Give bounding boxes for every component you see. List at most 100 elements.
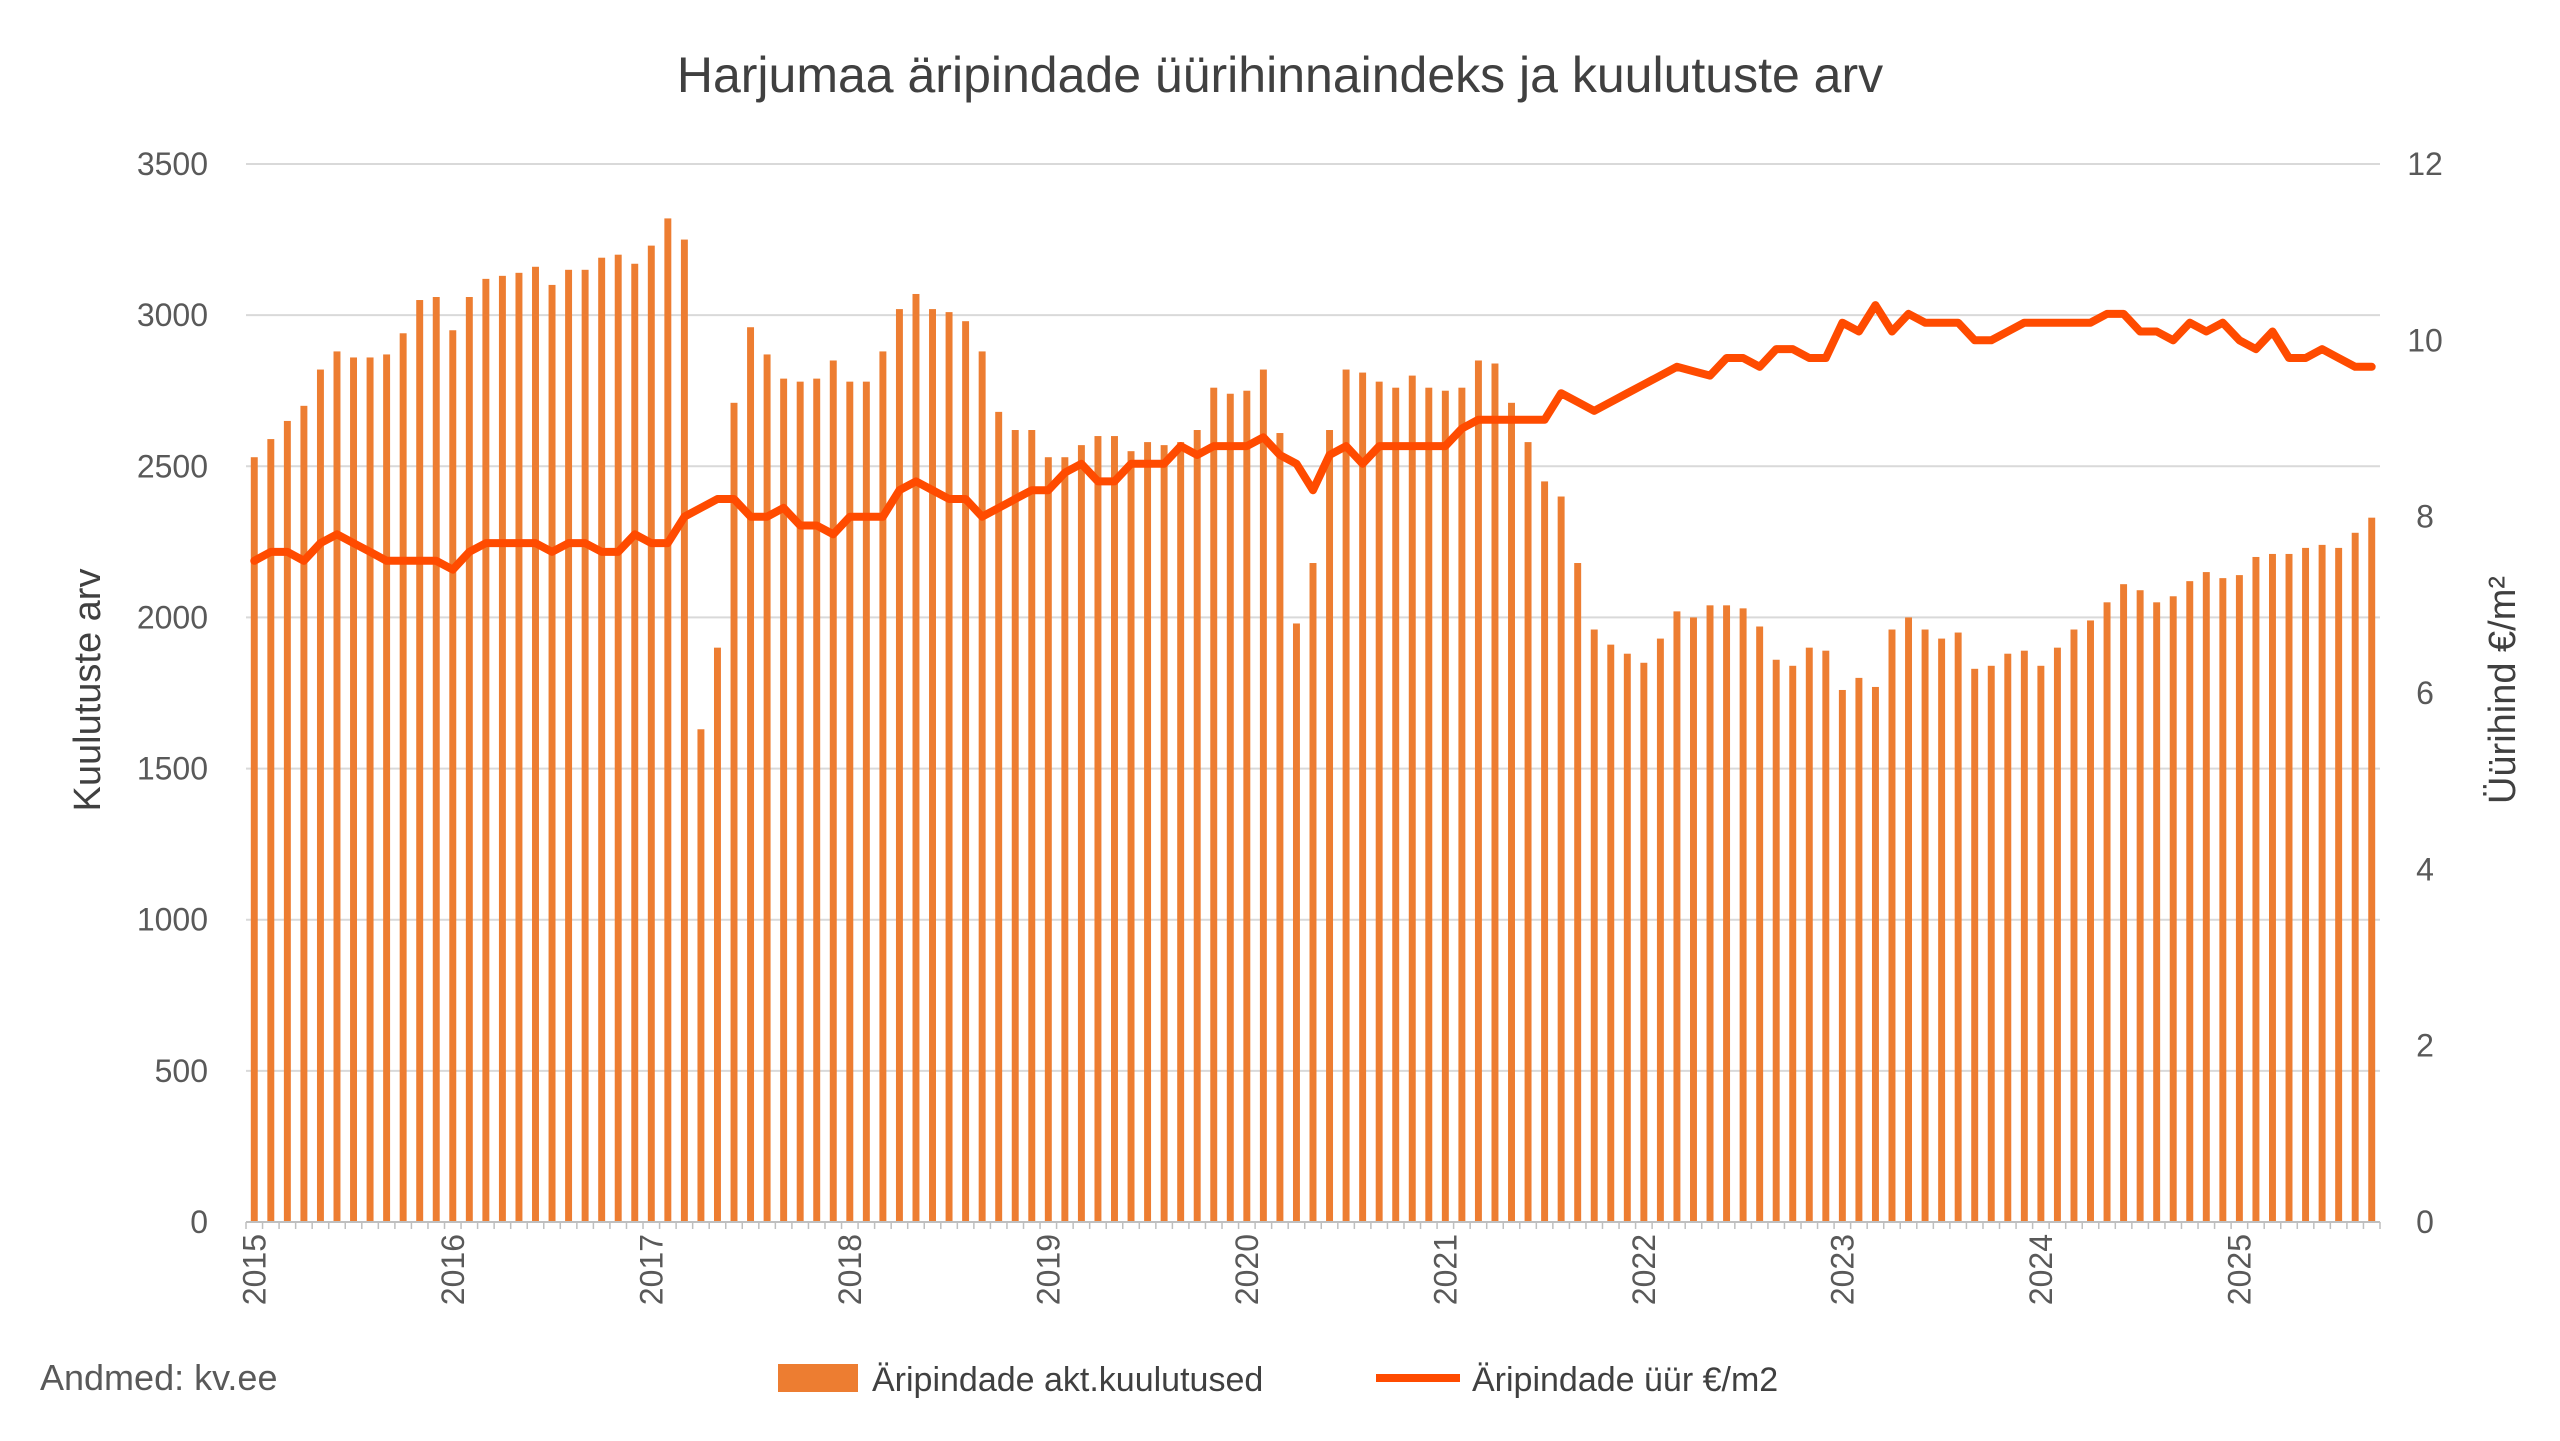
bar (2202, 572, 2210, 1222)
line-series-path (250, 301, 2376, 574)
bar (2070, 629, 2078, 1222)
bar (846, 381, 854, 1222)
bar (1474, 360, 1482, 1222)
bar (2285, 553, 2293, 1222)
bar (333, 351, 341, 1223)
bar (763, 354, 771, 1222)
left-tick-label: 1000 (137, 902, 208, 938)
bar (2235, 575, 2243, 1222)
right-tick-label: 10 (2407, 322, 2443, 358)
bar (1342, 369, 1350, 1222)
bar (1590, 629, 1598, 1222)
bar (929, 309, 936, 1222)
bar (1028, 430, 1036, 1222)
bar (1011, 430, 1019, 1222)
bar (399, 333, 407, 1222)
bar (1987, 665, 1995, 1222)
right-tick-label: 12 (2407, 146, 2443, 182)
bar (1326, 430, 1334, 1222)
bar (1690, 617, 1697, 1222)
bar (895, 309, 903, 1222)
bar (2020, 650, 2028, 1222)
right-tick-label: 4 (2416, 851, 2434, 887)
bar (449, 330, 457, 1222)
bar (1408, 375, 1416, 1223)
bar (316, 369, 324, 1222)
bar (1971, 668, 1979, 1222)
bar (1855, 677, 1863, 1222)
bar (1491, 363, 1499, 1223)
bar (1292, 623, 1300, 1222)
bar (995, 411, 1003, 1223)
bar (697, 729, 705, 1222)
legend-line-label: Äripindade üür €/m2 (1472, 1361, 1778, 1399)
bar (614, 254, 622, 1222)
bar (1243, 390, 1251, 1222)
bar (1838, 689, 1846, 1222)
bar (1210, 387, 1218, 1223)
bar (1259, 369, 1267, 1222)
bar (465, 297, 473, 1222)
bar (1640, 662, 1648, 1222)
bar (2103, 602, 2111, 1222)
right-axis-title: Üürihind €/m² (2482, 576, 2524, 804)
bar (1905, 617, 1913, 1222)
bar (1574, 563, 1582, 1222)
bar (2004, 653, 2012, 1222)
source-note: Andmed: kv.ee (40, 1357, 277, 1398)
bar (2252, 556, 2260, 1222)
bar (1673, 611, 1681, 1222)
left-tick-label: 3500 (137, 146, 208, 182)
left-tick-label: 2500 (137, 448, 208, 484)
bar (647, 245, 655, 1223)
right-tick-label: 8 (2416, 499, 2434, 535)
right-axis-ticks: 0 2 4 6 8 10 12 (2407, 146, 2443, 1240)
bar (432, 297, 440, 1222)
bar (515, 272, 523, 1222)
bar (862, 381, 870, 1222)
bar (2087, 620, 2094, 1222)
bar (498, 275, 506, 1222)
bar (1756, 626, 1764, 1222)
bar (780, 378, 788, 1222)
left-axis-ticks: 0 500 1000 1500 2000 2500 3000 3500 (137, 146, 208, 1240)
bar (1938, 638, 1946, 1222)
bar (350, 357, 358, 1222)
bar (1789, 665, 1797, 1222)
bar (747, 327, 755, 1223)
bar (962, 321, 970, 1222)
bar (1921, 629, 1929, 1222)
bar (1226, 393, 1234, 1222)
x-tick-label: 2016 (435, 1234, 471, 1305)
left-tick-label: 1500 (137, 751, 208, 787)
right-tick-label: 2 (2416, 1028, 2434, 1064)
bar (1508, 402, 1515, 1222)
x-axis-ticks: 2015 2016 2017 2018 2019 2020 2021 2022 2023 2024… (236, 1221, 2381, 1305)
bar (2053, 647, 2061, 1222)
bar (1392, 387, 1400, 1223)
bar (813, 378, 821, 1222)
bar (2186, 581, 2194, 1222)
bar (2169, 596, 2177, 1222)
bar (1276, 433, 1284, 1222)
bar (2368, 517, 2376, 1222)
right-tick-label: 6 (2416, 675, 2434, 711)
bar (2335, 547, 2343, 1222)
bar (1739, 608, 1747, 1222)
bar (1044, 457, 1052, 1222)
bar (565, 269, 573, 1222)
bar (1077, 445, 1085, 1222)
left-tick-label: 2000 (137, 599, 208, 635)
bar (1425, 387, 1433, 1223)
left-axis-title: Kuulutuste arv (67, 569, 109, 812)
bar (1094, 436, 1102, 1222)
bar (1623, 653, 1631, 1222)
bar (2219, 578, 2227, 1222)
bar (2153, 602, 2161, 1222)
x-tick-label: 2018 (832, 1234, 868, 1305)
left-tick-label: 0 (190, 1204, 208, 1240)
bar (1375, 381, 1383, 1222)
bar (912, 293, 920, 1222)
